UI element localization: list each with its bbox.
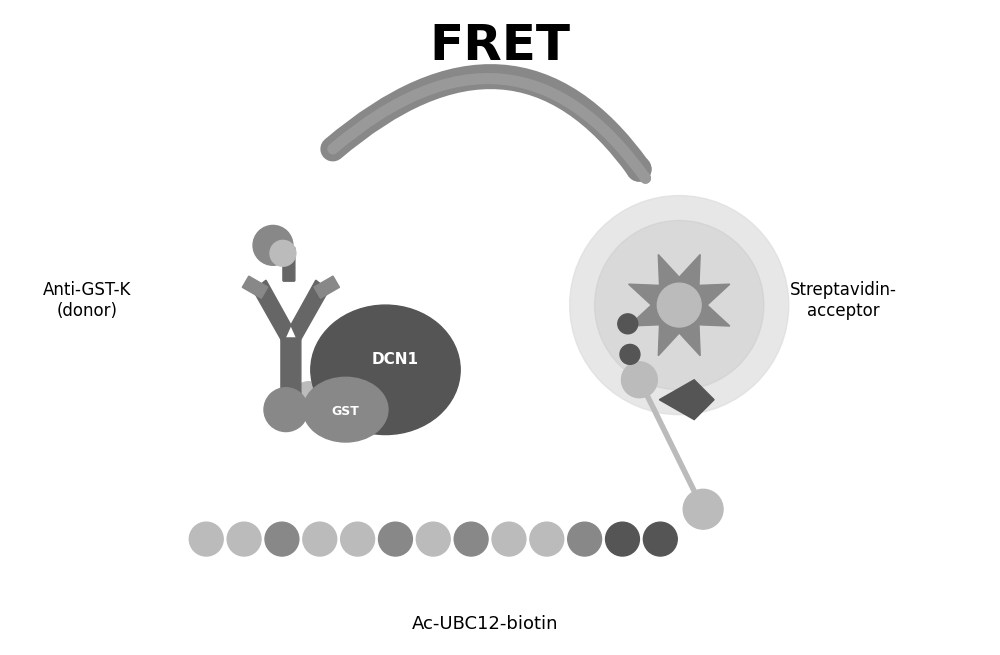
Circle shape: [618, 314, 638, 334]
FancyBboxPatch shape: [283, 248, 295, 281]
Circle shape: [595, 221, 764, 390]
Circle shape: [379, 522, 412, 556]
Circle shape: [568, 522, 602, 556]
Polygon shape: [314, 276, 339, 298]
FancyArrowPatch shape: [333, 77, 639, 169]
Circle shape: [264, 388, 308, 432]
Polygon shape: [242, 276, 268, 298]
Circle shape: [621, 362, 657, 398]
Polygon shape: [629, 255, 730, 356]
Circle shape: [227, 522, 261, 556]
FancyArrowPatch shape: [333, 79, 646, 178]
Text: Streptavidin-
acceptor: Streptavidin- acceptor: [790, 281, 897, 320]
Circle shape: [303, 522, 337, 556]
Circle shape: [416, 522, 450, 556]
Ellipse shape: [311, 305, 460, 434]
Circle shape: [265, 522, 299, 556]
Text: Ac-UBC12-biotin: Ac-UBC12-biotin: [412, 615, 558, 633]
Circle shape: [657, 283, 701, 327]
Polygon shape: [659, 380, 714, 420]
Text: GST: GST: [332, 405, 360, 418]
Text: FRET: FRET: [430, 22, 570, 70]
Text: DCN1: DCN1: [372, 352, 419, 367]
Circle shape: [620, 345, 640, 364]
FancyBboxPatch shape: [281, 338, 301, 397]
Circle shape: [530, 522, 564, 556]
Circle shape: [606, 522, 639, 556]
Circle shape: [643, 522, 677, 556]
Circle shape: [683, 489, 723, 529]
Polygon shape: [253, 280, 291, 343]
Circle shape: [189, 522, 223, 556]
Circle shape: [291, 382, 327, 418]
Circle shape: [253, 225, 293, 265]
Circle shape: [570, 196, 789, 415]
Circle shape: [270, 240, 296, 267]
Ellipse shape: [303, 377, 388, 442]
Circle shape: [341, 522, 375, 556]
Circle shape: [492, 522, 526, 556]
Text: Anti-GST-K
(donor): Anti-GST-K (donor): [43, 281, 131, 320]
Circle shape: [454, 522, 488, 556]
Polygon shape: [291, 280, 329, 343]
